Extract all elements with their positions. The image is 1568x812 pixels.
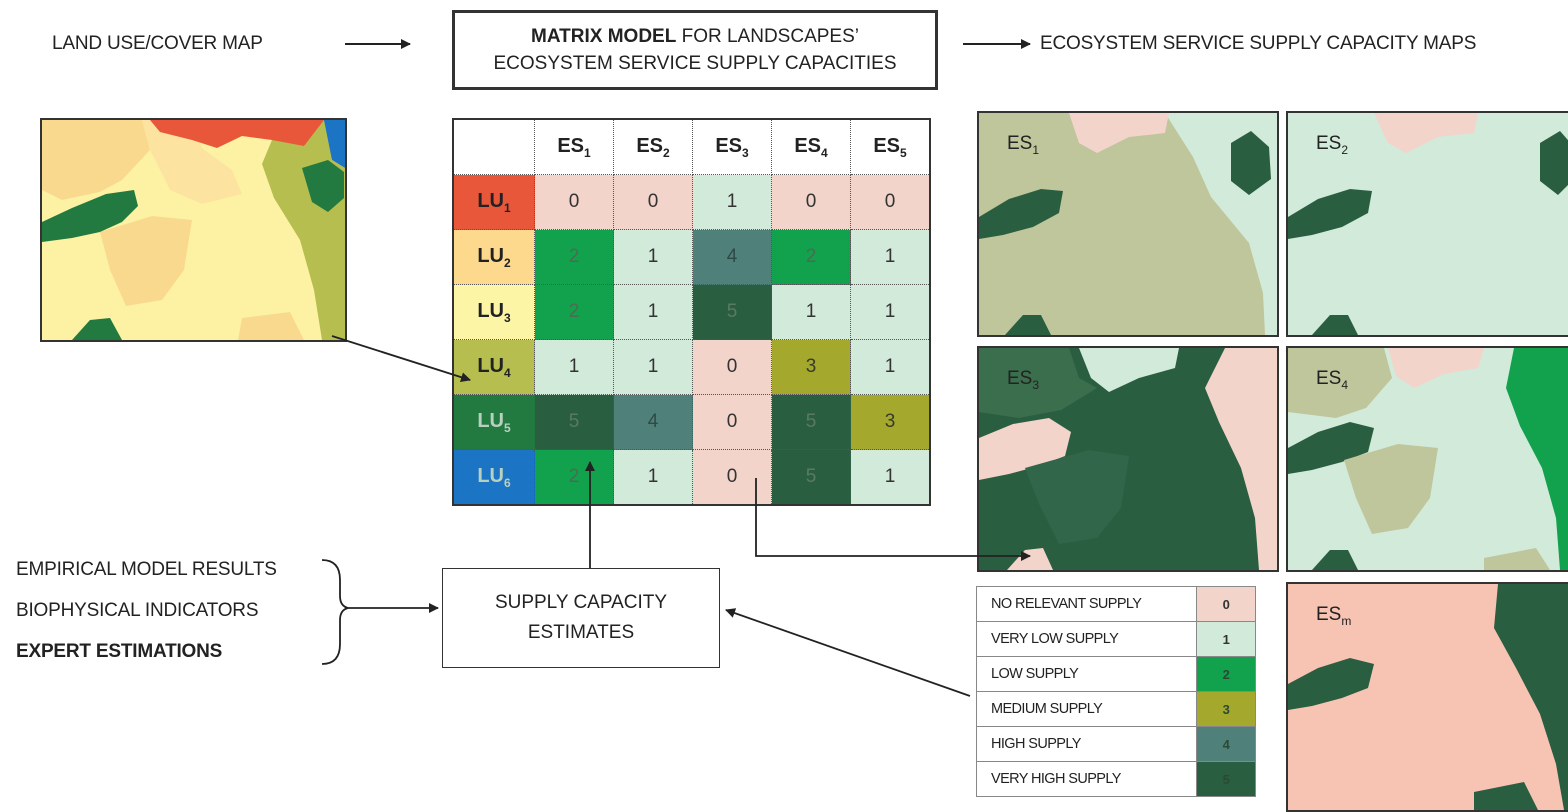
sources-brace	[322, 560, 348, 664]
arrow-legend-to-estimates	[726, 610, 970, 696]
arrow-pixel-to-lu4	[332, 336, 470, 380]
arrow-matrix-to-es3-map	[756, 478, 1030, 556]
